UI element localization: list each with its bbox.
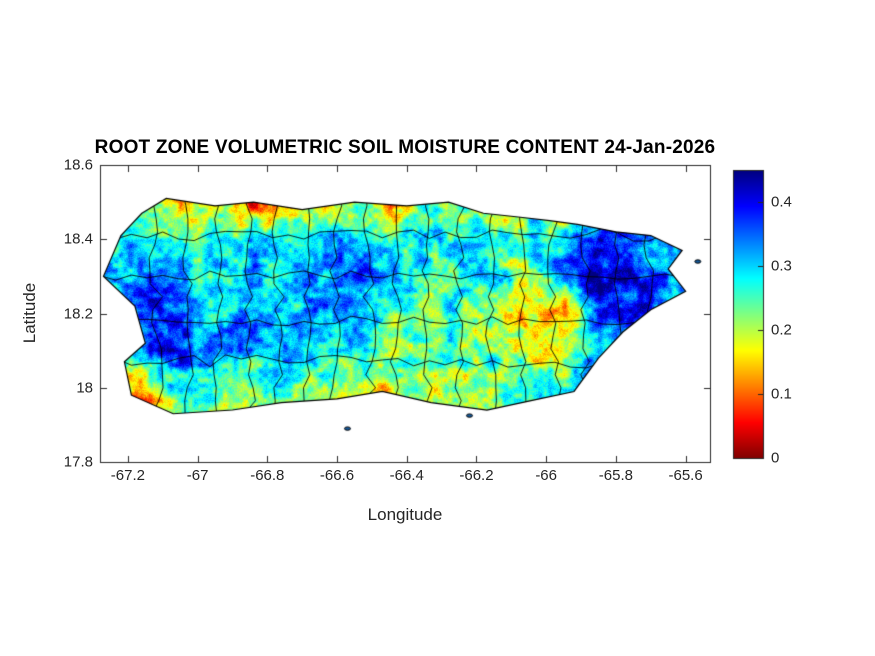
y-axis-label-text: Latitude	[20, 282, 39, 344]
chart-title: ROOT ZONE VOLUMETRIC SOIL MOISTURE CONTE…	[94, 137, 716, 158]
y-axis-label: Latitude	[20, 283, 40, 344]
x-axis-label: Longitude	[367, 505, 443, 524]
